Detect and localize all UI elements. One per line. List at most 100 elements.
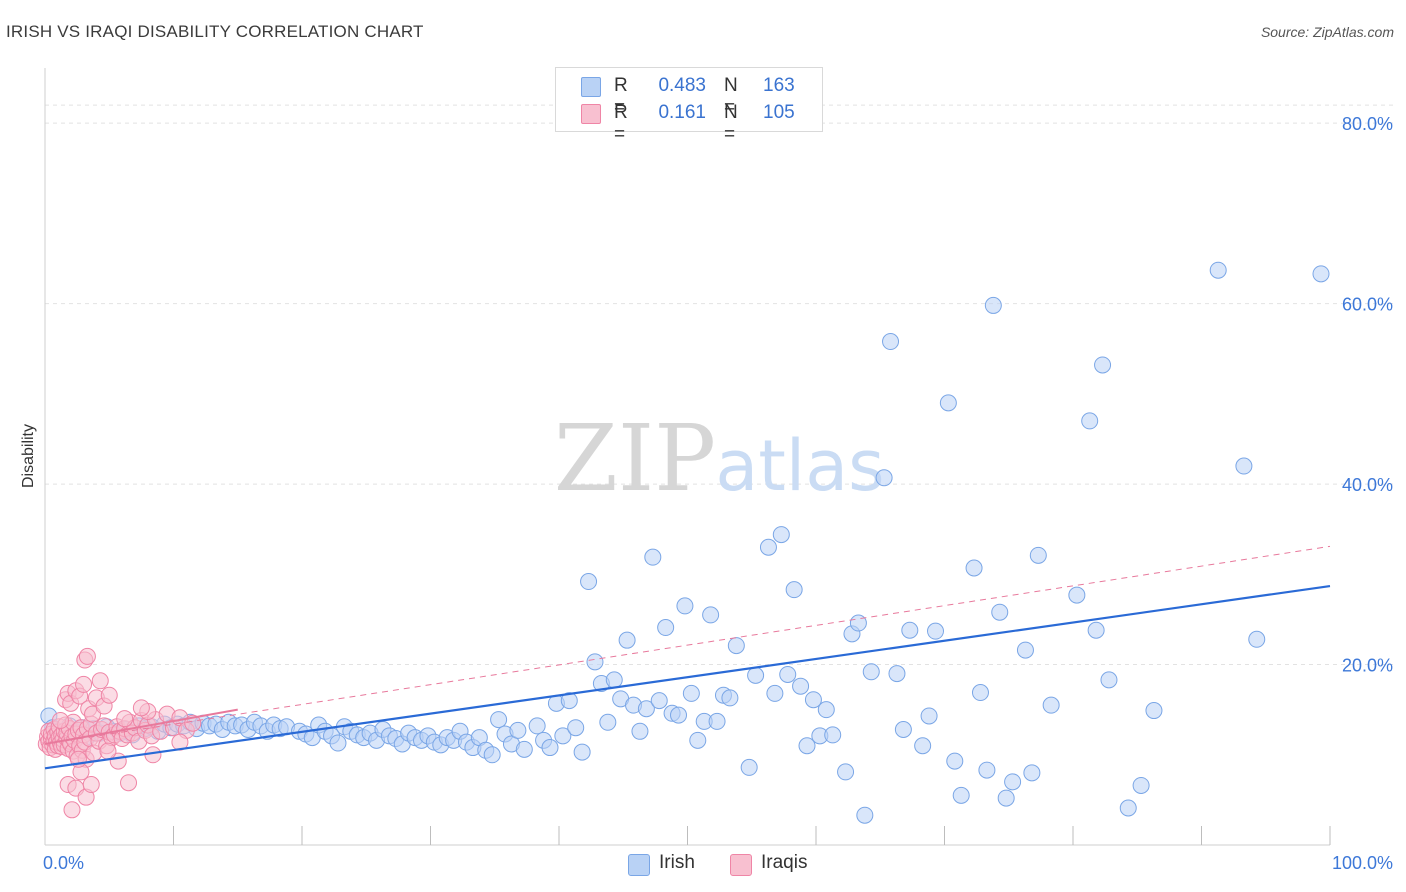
legend-n-label: N = [724,75,738,118]
irish-point [862,663,880,681]
irish-swatch [581,77,601,97]
irish-point [997,789,1015,807]
irish-point [567,719,585,737]
watermark-zip: ZIP [554,405,716,512]
legend-n-value: 163 [763,75,795,96]
irish-point [599,713,617,731]
irish-trendline [44,584,1331,770]
irish-point [1145,702,1163,720]
irish-point [689,731,707,749]
source-attribution: Source: ZipAtlas.com [1260,24,1394,40]
irish-point [965,559,983,577]
irish-point [856,806,874,824]
legend-r-value: 0.483 [658,75,706,96]
legend-r-label: R = [614,102,628,145]
irish-point [509,721,527,739]
irish-point [727,637,745,655]
irish-point [759,538,777,556]
irish-point [914,737,932,755]
irish-point [1312,265,1330,283]
irish-point [984,296,1002,314]
irish-point [329,734,347,752]
y-tick-label: 60.0% [1342,295,1393,315]
irish-point [631,722,649,740]
legend-n-label: N = [724,102,738,145]
irish-point [1004,773,1022,791]
irish-point [483,746,501,764]
irish-point [573,743,591,761]
irish-point [1081,412,1099,430]
irish-points [40,261,1330,824]
iraqis-point [132,699,150,717]
irish-point [657,619,675,637]
chart-title: IRISH VS IRAQI DISABILITY CORRELATION CH… [6,22,424,41]
irish-point [708,712,726,730]
irish-point [1068,586,1086,604]
iraqis-point [100,686,118,704]
irish-point [618,631,636,649]
irish-legend-label: Irish [659,852,695,873]
irish-point [580,573,598,591]
watermark: ZIP atlas [554,405,885,512]
irish-point [490,711,508,729]
y-tick-label: 80.0% [1342,114,1393,134]
irish-point [882,333,900,351]
iraqis-points [37,647,202,819]
irish-point [785,581,803,599]
irish-point [682,684,700,702]
iraqis-legend-swatch [730,854,752,876]
legend-r-value: 0.161 [658,102,706,123]
tick-labels: 20.0% 40.0% 60.0% 80.0% 0.0% 100.0% [43,114,1393,873]
irish-point [1248,630,1266,648]
y-tick-label: 20.0% [1342,656,1393,676]
iraqis-point [63,801,81,819]
irish-point [670,706,688,724]
irish-point [837,763,855,781]
irish-point [901,621,919,639]
axes [44,68,1331,846]
irish-point [1023,764,1041,782]
iraqis-trendline [44,545,1331,745]
irish-point [740,758,758,776]
irish-point [766,684,784,702]
iraqis-point [116,710,134,728]
irish-point [927,622,945,640]
irish-point [1235,457,1253,475]
stats-legend: R = 0.483 N = 163 R = 0.161 N = 105 [555,67,823,145]
irish-point [798,737,816,755]
iraqis-point [75,675,93,693]
irish-point [650,692,668,710]
iraqis-point [84,705,102,723]
irish-point [702,606,720,624]
irish-point [586,653,604,671]
x-tick-label: 100.0% [1332,853,1393,873]
irish-point [946,752,964,770]
trendlines [44,545,1331,770]
irish-legend-swatch [628,854,650,876]
legend-r-label: R = [614,75,628,118]
irish-point [637,700,655,718]
irish-point [676,597,694,615]
irish-point [1119,799,1137,817]
irish-point [721,689,739,707]
iraqis-legend-label: Iraqis [761,852,808,873]
irish-point [541,739,559,757]
irish-point [747,666,765,684]
irish-point [772,526,790,544]
irish-point [1042,696,1060,714]
irish-point [605,671,623,689]
iraqis-point [78,647,96,665]
irish-point [792,677,810,695]
x-tick-label: 0.0% [43,853,84,873]
irish-point [528,717,546,735]
iraqis-point [82,776,100,794]
irish-point [1029,546,1047,564]
legend-n-value: 105 [763,102,795,123]
irish-point [894,721,912,739]
irish-point [952,786,970,804]
irish-point [554,727,572,745]
iraqis-point [120,774,138,792]
irish-point [1094,356,1112,374]
irish-point [1087,621,1105,639]
irish-point [978,761,996,779]
